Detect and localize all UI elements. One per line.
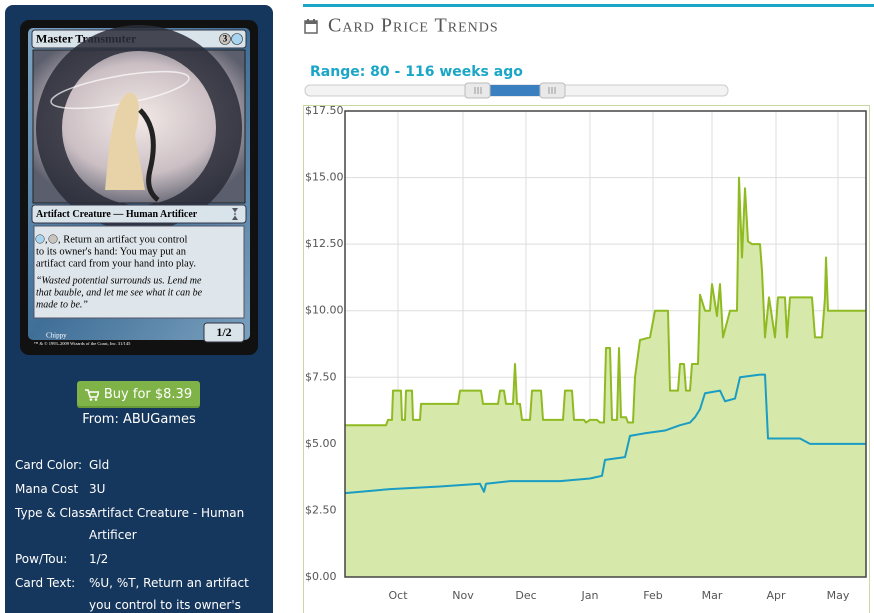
detail-value: 3U xyxy=(89,482,106,496)
blue-mana-icon xyxy=(231,33,243,45)
rules-text: artifact card from your hand into play. xyxy=(36,258,196,269)
rules-text: , xyxy=(45,234,48,245)
top-rule xyxy=(303,4,874,7)
y-tick-label: $12.50 xyxy=(305,237,344,250)
y-tick-label: $10.00 xyxy=(305,304,344,317)
detail-label: Type & Class: xyxy=(15,506,96,520)
artist: Chippy xyxy=(46,332,67,340)
seller: From: ABUGames xyxy=(82,412,196,427)
y-tick-label: $15.00 xyxy=(305,171,344,184)
x-tick-label: Oct xyxy=(388,589,408,602)
mana-cost: 3 xyxy=(223,34,228,44)
buy-button[interactable]: Buy for $8.39 xyxy=(77,381,200,408)
chart-title: Card Price Trends xyxy=(328,15,499,37)
plot-area: $0.00 $2.50 $5.00 $7.50 $10.00 $12.50 $15.00 $1… xyxy=(305,104,867,602)
tap-icon xyxy=(48,234,58,244)
line xyxy=(344,373,866,495)
y-tick-label: $17.50 xyxy=(305,104,344,117)
x-tick-label: Jan xyxy=(581,589,599,602)
x-tick-label: Dec xyxy=(515,589,536,602)
y-tick-label: $5.00 xyxy=(305,437,337,450)
detail-label: Card Color: xyxy=(15,458,83,472)
blue-mana-icon xyxy=(35,234,45,244)
detail-label: Card Text: xyxy=(15,576,76,590)
flavor-text: made to be.” xyxy=(36,299,88,310)
detail-value: Gld xyxy=(89,458,110,472)
x-tick-label: Apr xyxy=(766,589,786,602)
calendar-icon xyxy=(304,19,318,34)
detail-label: Mana Cost xyxy=(15,482,79,496)
x-tick-label: Feb xyxy=(643,589,662,602)
flavor-text: that bauble, and let me see what it can … xyxy=(36,287,203,298)
line xyxy=(345,176,866,427)
set-icon xyxy=(232,208,238,220)
card-image: Master Transmuter 3 Artifact Creature — … xyxy=(20,20,258,355)
detail-value: Artifact Creature - Human Artificer xyxy=(89,506,245,542)
copyright: ™ & © 1993–2009 Wizards of the Coast, In… xyxy=(34,341,131,347)
range-label: Range: 80 - 116 weeks ago xyxy=(310,64,523,80)
detail-value: 1/2 xyxy=(89,552,109,566)
type-line: Artifact Creature — Human Artificer xyxy=(36,209,198,220)
y-tick-label: $2.50 xyxy=(305,503,337,516)
y-tick-label: $7.50 xyxy=(305,370,337,383)
power-toughness: 1/2 xyxy=(216,325,231,339)
x-tick-label: Nov xyxy=(452,589,474,602)
cart-icon xyxy=(84,388,99,401)
rules-text: to its owner's hand: You may put an xyxy=(36,246,187,257)
y-tick-label: $0.00 xyxy=(305,570,337,583)
flavor-text: “Wasted potential surrounds us. Lend me xyxy=(36,275,202,286)
x-tick-label: May xyxy=(827,589,850,602)
rules-text: , Return an artifact you control xyxy=(58,234,188,245)
x-tick-label: Mar xyxy=(702,589,723,602)
card-panel: Master Transmuter 3 Artifact Creature — … xyxy=(5,5,273,613)
range-slider[interactable] xyxy=(304,82,729,99)
detail-value: %U, %T, Return an artifact you control t… xyxy=(89,576,249,612)
detail-label: Pow/Tou: xyxy=(15,552,68,566)
plot-border xyxy=(344,110,867,578)
buy-label: Buy for $8.39 xyxy=(103,387,193,402)
